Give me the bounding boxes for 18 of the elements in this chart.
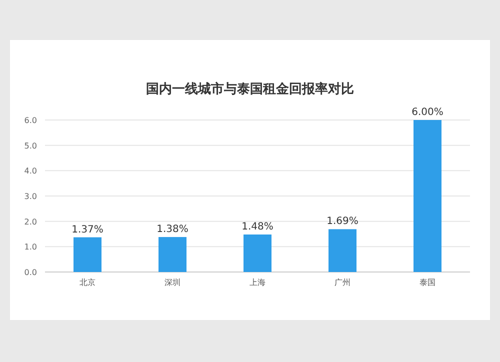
data-label: 6.00% <box>412 107 444 118</box>
y-tick-label: 4.0 <box>24 166 37 176</box>
y-tick-label: 0.0 <box>24 268 37 277</box>
x-tick-label: 深圳 <box>164 278 180 287</box>
data-label: 1.69% <box>326 216 358 228</box>
y-tick-label: 5.0 <box>24 141 37 150</box>
x-tick-label: 广州 <box>334 278 350 287</box>
data-label: 1.38% <box>156 224 188 236</box>
y-tick-label: 6.0 <box>24 116 37 125</box>
data-label: 1.37% <box>72 224 104 236</box>
y-tick-label: 1.0 <box>24 242 37 252</box>
chart-title: 国内一线城市与泰国租金回报率对比 <box>146 81 354 97</box>
x-tick-label: 北京 <box>80 278 96 287</box>
x-tick-label: 泰国 <box>420 278 436 287</box>
data-label: 1.48% <box>242 222 274 233</box>
x-tick-label: 上海 <box>250 278 266 287</box>
y-tick-label: 2.0 <box>24 217 37 226</box>
y-tick-label: 3.0 <box>24 192 37 201</box>
